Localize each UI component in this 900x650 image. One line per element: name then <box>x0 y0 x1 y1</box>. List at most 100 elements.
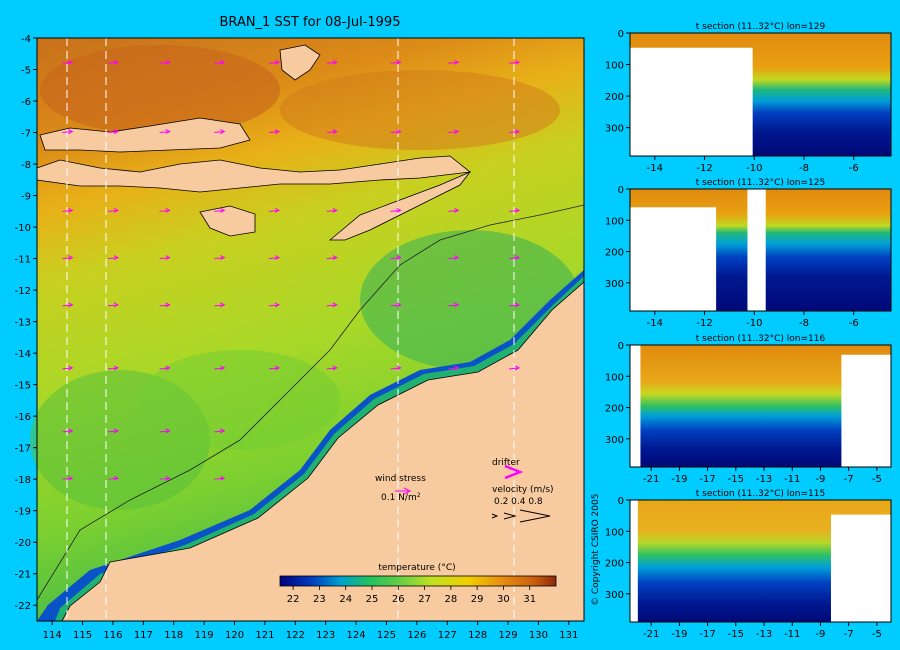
current-arrow <box>62 365 74 371</box>
section-frame <box>629 344 892 468</box>
sumba-island <box>199 205 256 237</box>
timor-island <box>328 171 472 241</box>
lon-tick-label: 118 <box>164 630 183 641</box>
current-arrow <box>107 428 120 434</box>
section-x-tick-label: -11 <box>784 474 800 485</box>
section-x-tick-label: -21 <box>643 629 659 640</box>
current-arrow <box>326 59 338 65</box>
section-y-tick-label: 100 <box>605 372 624 383</box>
current-arrow <box>159 129 171 134</box>
section-frame <box>629 188 892 312</box>
section-x-tick-label: -7 <box>844 629 854 640</box>
current-arrow <box>390 207 402 213</box>
current-arrow <box>509 129 521 134</box>
section-y-tick-label: 300 <box>605 279 624 290</box>
section-x-tick-label: -6 <box>849 318 859 329</box>
lat-tick-label: -5 <box>21 66 31 77</box>
section-y-tick-label: 0 <box>618 29 624 40</box>
lat-tick-label: -4 <box>21 34 31 45</box>
current-arrow <box>214 302 226 308</box>
wind-scale-arrow <box>395 487 412 495</box>
section-panel: t section (11..32°C) lon=116 -21 -19 -17 -15… <box>605 334 892 485</box>
copyright: © Copyright CSIRO 2005 <box>591 494 601 606</box>
current-arrow <box>62 59 74 65</box>
section-x-tick-label: -15 <box>728 629 744 640</box>
current-arrow <box>214 59 226 65</box>
current-arrow <box>390 255 402 261</box>
current-arrow <box>448 59 460 65</box>
current-arrow <box>107 475 120 481</box>
current-arrow <box>159 475 171 481</box>
current-arrow <box>326 129 338 134</box>
current-arrow <box>390 59 402 65</box>
lon-tick-label: 119 <box>195 630 214 641</box>
current-arrow <box>509 59 521 65</box>
section-title: t section (11..32°C) lon=116 <box>696 334 826 344</box>
wind-vectors <box>62 59 521 481</box>
current-arrow <box>326 255 338 261</box>
land-north <box>36 155 471 193</box>
section-panel: t section (11..32°C) lon=115 -21 -19 -17 -15… <box>605 489 892 640</box>
cool-patch <box>140 350 340 450</box>
lat-tick-label: -11 <box>15 255 31 266</box>
section-panels: t section (11..32°C) lon=129 -14 -12 -10 -8 -… <box>605 22 892 640</box>
current-arrow <box>214 207 226 213</box>
section-x-tick-label: -17 <box>699 629 715 640</box>
section-y-tick-label: 0 <box>618 185 624 196</box>
current-arrow <box>62 428 74 434</box>
colorbar-tick-label: 25 <box>366 594 379 605</box>
section-x-tick-label: -11 <box>784 629 800 640</box>
lat-tick-label: -17 <box>15 444 31 455</box>
current-arrow <box>159 365 171 371</box>
current-arrow <box>268 365 281 371</box>
section-y-tick-label: 100 <box>605 61 624 72</box>
current-arrow <box>107 255 120 261</box>
colorbar-tick-label: 22 <box>287 594 300 605</box>
current-arrow <box>62 475 74 481</box>
section-title: t section (11..32°C) lon=125 <box>696 178 825 188</box>
current-arrow <box>159 255 171 261</box>
lat-tick-label: -7 <box>21 129 31 140</box>
section-x-tick-label: -14 <box>647 163 663 174</box>
current-arrow <box>62 129 74 134</box>
section-frame <box>629 32 892 157</box>
current-arrow <box>214 365 226 371</box>
current-arrow <box>448 365 460 371</box>
colorbar-tick-label: 28 <box>444 594 457 605</box>
section-x-tick-label: -21 <box>643 474 659 485</box>
current-arrow <box>107 207 120 213</box>
section-land-mask <box>747 189 766 311</box>
lon-tick-label: 124 <box>347 630 366 641</box>
current-arrow <box>107 129 120 134</box>
velocity-arrows <box>491 509 551 523</box>
section-x-tick-label: -19 <box>671 474 687 485</box>
section-x-tick-label: -9 <box>815 629 825 640</box>
section-x-tick-label: -8 <box>799 318 809 329</box>
lon-tick-label: 131 <box>559 630 578 641</box>
current-arrow <box>390 129 402 134</box>
current-arrow <box>448 255 460 261</box>
colorbar-tick-label: 23 <box>313 594 326 605</box>
lat-tick-label: -6 <box>21 97 31 108</box>
current-arrow <box>268 207 281 213</box>
lon-tick-label: 114 <box>43 630 62 641</box>
current-arrow <box>326 365 338 371</box>
section-x-tick-label: -8 <box>799 163 809 174</box>
lat-tick-label: -9 <box>21 192 31 203</box>
section-y-tick-label: 200 <box>605 404 624 415</box>
sulawesi-island <box>279 44 321 81</box>
current-arrow <box>214 428 226 434</box>
colorbar-tick-label: 29 <box>471 594 484 605</box>
lat-tick-label: -14 <box>15 349 31 360</box>
lon-tick-label: 122 <box>286 630 305 641</box>
section-x-tick-label: -12 <box>696 163 712 174</box>
section-x-tick-label: -19 <box>671 629 687 640</box>
lon-tick-label: 115 <box>73 630 92 641</box>
lon-tick-label: 116 <box>103 630 122 641</box>
colorbar-ticks: 22 23 24 25 26 27 28 29 30 31 <box>287 586 536 605</box>
lon-tick-label: 130 <box>529 630 548 641</box>
section-y-tick-label: 100 <box>605 216 624 227</box>
section-y-tick-label: 0 <box>618 496 624 507</box>
current-arrow <box>448 302 460 308</box>
wind-stress-label: wind stress <box>375 474 426 484</box>
